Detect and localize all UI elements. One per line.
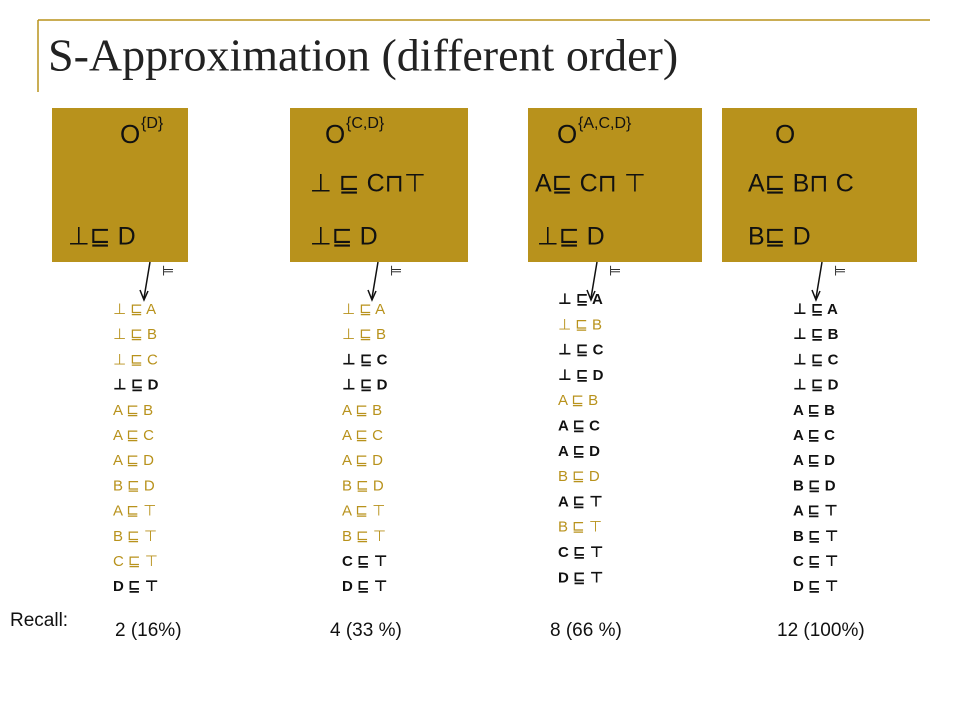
subsumption: B ⊑ ⊤ [558,519,602,536]
subsumption: A ⊑ D [558,443,600,460]
arrow [143,261,151,299]
subsumption: ⊥ ⊑ A [558,291,603,308]
subsumption: C ⊑ ⊤ [558,544,603,561]
subsumption: ⊥ ⊑ A [342,301,385,318]
subsumption: A ⊑ D [793,452,835,469]
subsumption: D ⊑ ⊤ [342,578,387,595]
subsumption: ⊥ ⊑ D [558,367,604,384]
ontology-signature: {A,C,D} [578,115,632,132]
ontology-signature: {D} [141,115,164,132]
arrow [590,261,598,299]
arrow [815,261,823,299]
subsumption: A ⊑ C [342,427,383,444]
arrow-head [139,289,149,302]
subsumption: A ⊑ C [558,417,600,434]
ontology-box [52,108,188,262]
subsumption: ⊥ ⊑ B [558,316,602,333]
subsumption: B ⊑ D [558,468,600,485]
subsumption: ⊥ ⊑ B [793,326,839,343]
subsumption: A ⊑ C [113,427,154,444]
subsumption: ⊥ ⊑ B [342,326,386,343]
subsumption: B ⊑ ⊤ [793,528,838,545]
ontology-box [528,108,702,262]
subsumption: B ⊑ D [113,477,155,494]
subsumption: A ⊑ B [113,402,153,419]
subsumption: ⊥ ⊑ D [113,377,159,394]
axiom: ⊥⊑ D [68,223,136,251]
subsumption: ⊥ ⊑ C [113,351,158,368]
ontology-name: O [775,119,795,149]
subsumption: A ⊑ D [113,452,154,469]
subsumption: A ⊑ D [342,452,383,469]
subsumption: ⊥ ⊑ C [793,351,839,368]
subsumption: C ⊑ ⊤ [113,553,158,570]
subsumption: ⊥ ⊑ A [793,301,838,318]
subsumption: D ⊑ ⊤ [793,578,838,595]
axiom: ⊥ ⊑ C⊓⊤ [310,170,426,198]
subsumption: D ⊑ ⊤ [113,578,158,595]
entails-symbol: ⊨ [162,263,174,279]
recall-value: 4 (33 %) [330,620,402,641]
subsumption: A ⊑ ⊤ [558,493,603,510]
arrow-head [586,289,596,302]
subsumption: D ⊑ ⊤ [558,569,603,586]
subsumption: ⊥ ⊑ D [342,377,388,394]
entails-symbol: ⊨ [390,263,402,279]
axiom: A⊑ C⊓ ⊤ [535,170,646,198]
subsumption: B ⊑ D [793,477,836,494]
subsumption: A ⊑ B [342,402,382,419]
recall-value: 2 (16%) [115,620,182,641]
recall-value: 8 (66 %) [550,620,622,641]
ontology-name: O [325,119,345,149]
ontology-name: O [120,119,140,149]
recall-label: Recall: [10,610,68,631]
subsumption: C ⊑ ⊤ [342,553,387,570]
arrow-head [811,289,821,302]
slide-title: S-Approximation (different order) [48,30,678,81]
subsumption: A ⊑ C [793,427,835,444]
subsumption: ⊥ ⊑ A [113,301,156,318]
entails-symbol: ⊨ [834,263,846,279]
subsumption: A ⊑ ⊤ [342,503,385,520]
ontology-name: O [557,119,577,149]
ontology-signature: {C,D} [346,115,385,132]
recall-value: 12 (100%) [777,620,865,641]
subsumption: B ⊑ ⊤ [113,528,157,545]
axiom: A⊑ B⊓ C [748,170,854,198]
ontology-box [722,108,917,262]
ontology-box [290,108,468,262]
subsumption: A ⊑ ⊤ [113,503,156,520]
arrow-head [367,289,377,302]
axiom: ⊥⊑ D [537,223,605,251]
subsumption: B ⊑ D [342,477,384,494]
axiom: B⊑ D [748,223,811,251]
subsumption: B ⊑ ⊤ [342,528,386,545]
subsumption: A ⊑ B [793,402,835,419]
entails-symbol: ⊨ [609,263,621,279]
subsumption: ⊥ ⊑ C [342,351,388,368]
arrow [371,261,379,299]
subsumption: ⊥ ⊑ C [558,342,604,359]
subsumption: ⊥ ⊑ B [113,326,157,343]
subsumption: C ⊑ ⊤ [793,553,838,570]
subsumption: A ⊑ B [558,392,598,409]
subsumption: A ⊑ ⊤ [793,503,838,520]
subsumption: ⊥ ⊑ D [793,377,839,394]
axiom: ⊥⊑ D [310,223,378,251]
